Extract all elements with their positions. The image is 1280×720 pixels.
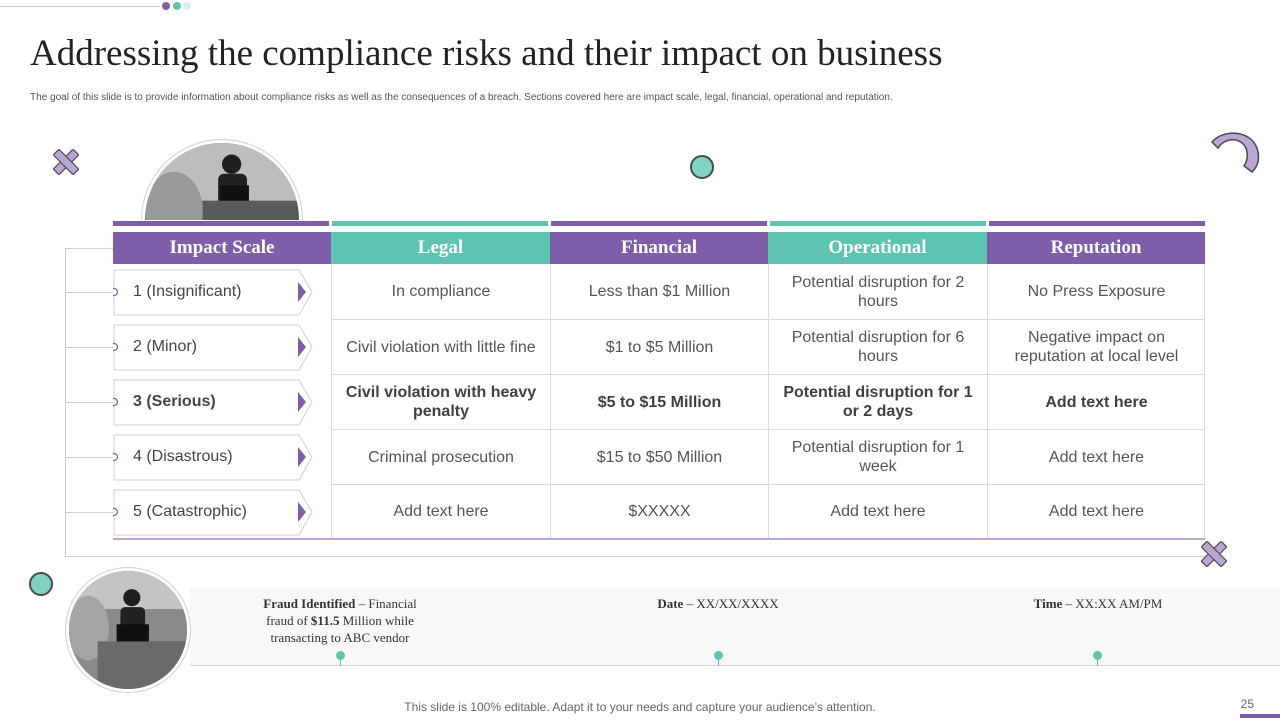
fraud-label: Fraud Identified [263, 596, 356, 611]
cell-financial: $1 to $5 Million [550, 320, 768, 375]
scale-label: 5 (Catastrophic) [133, 503, 247, 520]
cell-operational: Potential disruption for 1 week [768, 430, 987, 485]
scale-label: 2 (Minor) [133, 338, 198, 355]
cell-operational: Potential disruption for 1 or 2 days [768, 375, 987, 430]
connector-line [65, 402, 113, 403]
bar-legal [332, 221, 548, 226]
timeline-stem [718, 660, 719, 666]
decor-dot-light [183, 2, 191, 10]
arc-icon [1210, 132, 1260, 173]
timeline-dot [714, 651, 723, 660]
date-label: Date [657, 596, 684, 611]
header-financial: Financial [550, 232, 768, 264]
connector-line [65, 292, 113, 293]
header-impact-scale: Impact Scale [113, 232, 331, 264]
decor-dot-purple [162, 2, 170, 10]
cell-reputation: Add text here [987, 430, 1205, 485]
scale-item-4: 4 (Disastrous) [113, 434, 313, 481]
cell-legal: In compliance [331, 264, 550, 320]
slide-title: Addressing the compliance risks and thei… [30, 33, 943, 74]
date-value: – XX/XX/XXXX [683, 596, 779, 611]
fraud-amount: $11.5 [310, 613, 340, 628]
connector-line [65, 512, 113, 513]
connector-line [65, 347, 113, 348]
scale-item-5: 5 (Catastrophic) [113, 489, 313, 536]
footer-note: This slide is 100% editable. Adapt it to… [404, 700, 876, 714]
header-reputation: Reputation [987, 232, 1205, 264]
cell-operational: Potential disruption for 6 hours [768, 320, 987, 375]
scale-label: 4 (Disastrous) [133, 448, 233, 465]
scale-item-1: 1 (Insignificant) [113, 269, 313, 316]
cell-reputation: Negative impact on reputation at local l… [987, 320, 1205, 375]
cell-reputation: Add text here [987, 375, 1205, 430]
photo-top-wrapper [130, 138, 320, 220]
cross-icon [53, 149, 79, 175]
time-value: – XX:XX AM/PM [1062, 596, 1163, 611]
top-decor-line [0, 6, 160, 7]
timeline-stem [340, 660, 341, 666]
cell-legal: Civil violation with heavy penalty [331, 375, 550, 430]
cross-icon [1201, 541, 1227, 567]
table-bottom-line [113, 538, 1205, 540]
scale-item-3: 3 (Serious) [113, 379, 313, 426]
time-label: Time [1033, 596, 1063, 611]
circle-icon [690, 155, 714, 179]
scale-label: 1 (Insignificant) [133, 283, 242, 300]
page-number: 25 [1240, 697, 1254, 711]
circle-icon [29, 572, 53, 596]
header-legal: Legal [331, 232, 550, 264]
fraud-text-1: – Financial fraud of [266, 596, 417, 628]
bar-financial [551, 221, 767, 226]
cell-financial: $5 to $15 Million [550, 375, 768, 430]
timeline-dot [336, 651, 345, 660]
cell-legal: Add text here [331, 485, 550, 539]
cell-reputation: Add text here [987, 485, 1205, 539]
cell-operational: Add text here [768, 485, 987, 539]
timeline-stem [1097, 660, 1098, 666]
photo-icon [66, 568, 190, 692]
timeline-dot [1093, 651, 1102, 660]
fraud-identified-text: Fraud Identified – Financial fraud of $1… [250, 595, 430, 646]
cell-operational: Potential disruption for 2 hours [768, 264, 987, 320]
decor-dot-teal [173, 2, 181, 10]
cell-reputation: No Press Exposure [987, 264, 1205, 320]
bar-impact-scale [113, 221, 329, 226]
photo-icon [142, 140, 302, 220]
page-number-underline [1240, 714, 1280, 718]
slide-subtitle: The goal of this slide is to provide inf… [30, 92, 893, 103]
connector-line [65, 457, 113, 458]
cell-financial: $15 to $50 Million [550, 430, 768, 485]
cell-legal: Civil violation with little fine [331, 320, 550, 375]
date-text: Date – XX/XX/XXXX [618, 595, 818, 612]
fraud-text-2: Million while transacting to ABC vendor [270, 613, 414, 645]
cell-legal: Criminal prosecution [331, 430, 550, 485]
cell-financial: Less than $1 Million [550, 264, 768, 320]
header-operational: Operational [768, 232, 987, 264]
scale-item-2: 2 (Minor) [113, 324, 313, 371]
time-text: Time – XX:XX AM/PM [996, 595, 1200, 612]
bar-reputation [989, 221, 1205, 226]
bar-operational [770, 221, 986, 226]
cell-financial: $XXXXX [550, 485, 768, 539]
scale-label: 3 (Serious) [133, 393, 216, 410]
